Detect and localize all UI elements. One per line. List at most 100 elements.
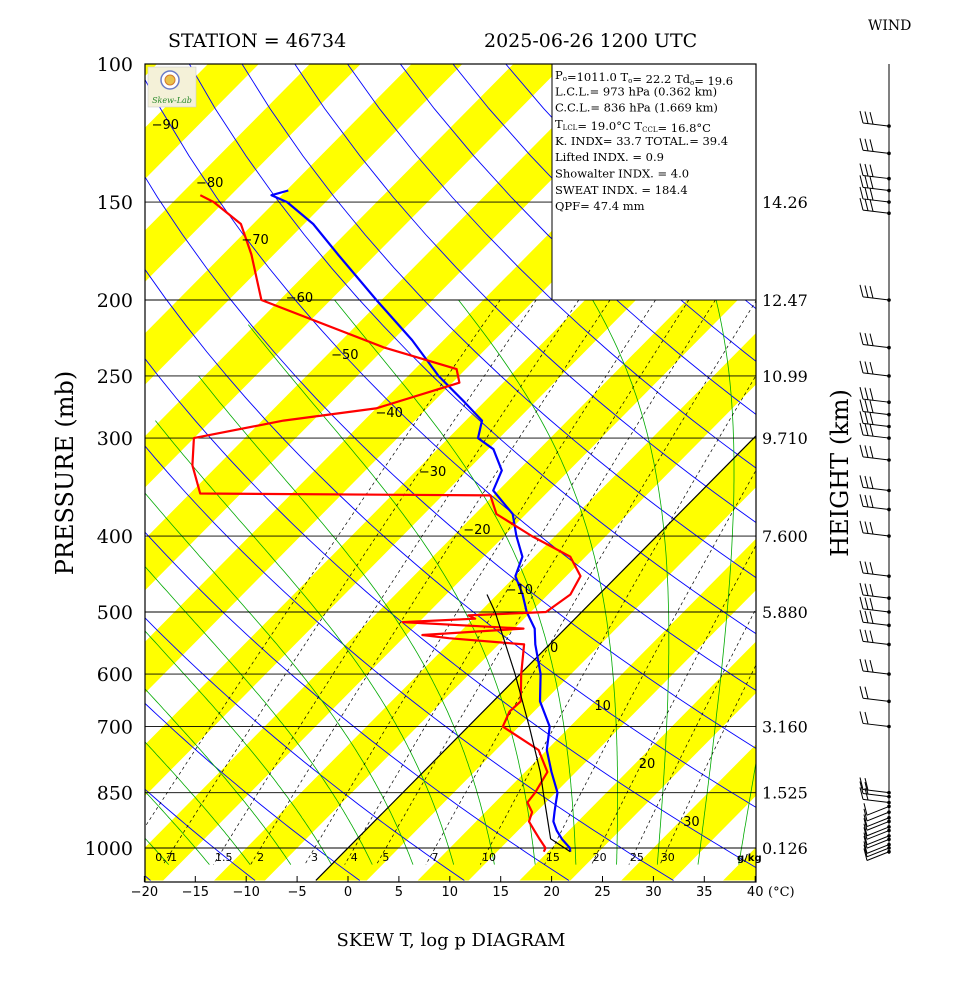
moist-adiabat: [145, 630, 332, 865]
height-tick-label: 14.26: [762, 193, 808, 212]
pressure-tick-label: 400: [97, 526, 133, 548]
wind-barb: [862, 456, 890, 461]
mixing-ratio-label: 7: [432, 851, 439, 864]
temp-tick-label: −5: [288, 885, 307, 900]
wind-barb: [862, 640, 890, 645]
wind-point: [887, 488, 891, 493]
isotherm-label: −30: [419, 465, 446, 480]
logo: Skew-Lab: [147, 66, 197, 108]
moist-adiabat: [155, 420, 455, 865]
dry-adiabat: [942, 0, 960, 881]
dry-adiabat: [843, 0, 960, 881]
wind-title: WIND: [868, 18, 911, 34]
wind-barb-flag: [869, 139, 874, 152]
wind-barb-flag: [869, 400, 874, 413]
wind-barb-flag: [864, 163, 869, 177]
height-tick-label: 1.525: [762, 784, 808, 803]
temp-tick-label: −15: [182, 885, 209, 900]
mixing-ratio-line: [304, 299, 656, 865]
parcel-profile: [486, 594, 571, 853]
wind-barb-flag: [863, 827, 868, 840]
wind-barb: [866, 830, 890, 840]
temp-tick-label: 40: [747, 885, 764, 900]
moist-adiabat: [145, 837, 169, 865]
moist-adiabat: [198, 375, 495, 865]
wind-barb-flag: [869, 495, 874, 508]
wind-barb: [862, 422, 890, 428]
wind-barb: [862, 697, 890, 702]
wind-barb-flag: [864, 423, 869, 436]
moist-adiabat: [145, 565, 373, 865]
wind-barb: [866, 817, 890, 828]
temp-tick-label: 30: [645, 885, 662, 900]
wind-barb-flag: [864, 285, 869, 298]
wind-barb-flag: [863, 848, 868, 861]
wind-barb-flag: [863, 803, 868, 816]
pressure-tick-label: 100: [97, 54, 133, 76]
dewpoint-profile: [191, 194, 582, 853]
mixing-ratio-line: [162, 299, 537, 865]
wind-barb-flag: [869, 424, 874, 437]
axis-labels: 100150200250300400500600700850100014.261…: [85, 54, 808, 900]
dry-adiabat: [145, 788, 256, 881]
pressure-tick-label: 700: [97, 717, 133, 739]
wind-barb-flag: [869, 611, 874, 624]
wind-barb: [866, 826, 890, 837]
wind-barb-flag: [869, 521, 874, 535]
temp-tick-label: 25: [594, 885, 611, 900]
pressure-tick-label: 200: [97, 290, 133, 312]
temp-tick-label: 35: [696, 885, 713, 900]
wind-barb-flag: [869, 562, 874, 575]
wind-barb: [862, 789, 890, 794]
wind-barb: [862, 149, 890, 154]
wind-barb-flag: [864, 782, 869, 795]
temp-tick-label: 10: [442, 885, 459, 900]
wind-barb: [862, 594, 890, 599]
index-line: L.C.L.= 973 hPa (0.362 km): [555, 84, 717, 98]
mixing-ratio-label: 20: [593, 851, 607, 864]
wind-barb-flag: [864, 138, 869, 151]
moist-adiabat: [697, 299, 735, 865]
height-tick-label: 3.160: [762, 718, 808, 737]
mixing-ratio-label: 15: [546, 851, 560, 864]
mixing-ratio-line: [344, 299, 690, 865]
wind-barb: [862, 572, 890, 577]
wind-barb-flag: [859, 711, 864, 724]
wind-barb-flag: [859, 582, 864, 596]
wind-barb-flag: [869, 188, 874, 201]
mixing-ratio-line: [250, 299, 611, 865]
wind-barb-flag: [863, 841, 868, 854]
wind-barb-flag: [863, 818, 868, 831]
index-line: K. INDX= 33.7 TOTAL.= 39.4: [555, 134, 728, 148]
wind-barb-flag: [864, 583, 869, 596]
mixing-ratio-unit: g/kg: [737, 853, 762, 864]
wind-barb-flag: [859, 777, 864, 790]
wind-barb: [862, 398, 890, 403]
isotherm-label: 10: [594, 699, 611, 714]
pressure-tick-label: 500: [97, 602, 133, 624]
isotherm-label: −40: [375, 406, 402, 421]
sounding-profiles: [191, 189, 582, 853]
isotherm-label: 20: [639, 757, 656, 772]
wind-barb-flag: [863, 844, 868, 857]
wind-barb-flag: [864, 778, 869, 791]
plot-frame: [144, 63, 757, 883]
moist-adiabat: [592, 299, 670, 865]
wind-barb-flag: [864, 597, 869, 610]
moist-adiabat: [334, 299, 577, 865]
wind-barb-flag: [859, 360, 864, 373]
wind-barb-flag: [863, 836, 868, 849]
datetime-label: 2025-06-26 1200 UTC: [484, 30, 697, 52]
pressure-tick-label: 300: [97, 428, 133, 450]
pressure-tick-label: 250: [97, 366, 133, 388]
height-tick-label: 9.710: [762, 429, 808, 448]
index-line: QPF= 47.4 mm: [555, 199, 645, 213]
mixing-ratio-label: 0.7: [155, 851, 173, 864]
wind-barb-flag: [864, 445, 869, 458]
wind-barb: [866, 851, 890, 861]
wind-barb-flag: [864, 175, 869, 189]
moist-adiabat: [738, 760, 756, 865]
isotherm-band: [214, 333, 756, 881]
temperature-profile: [270, 189, 572, 852]
dry-adiabat: [793, 0, 960, 881]
